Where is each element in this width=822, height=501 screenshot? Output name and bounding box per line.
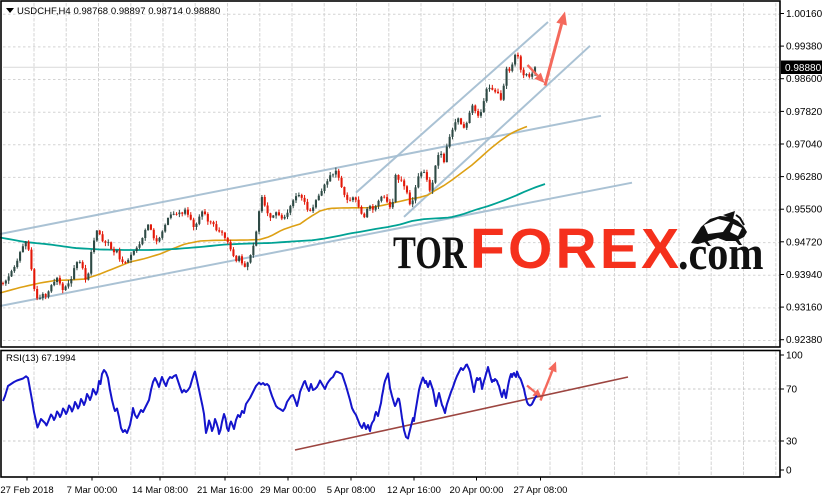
svg-text:100: 100 <box>786 351 803 362</box>
svg-text:0.99380: 0.99380 <box>786 42 822 53</box>
svg-text:0.98880: 0.98880 <box>785 63 822 74</box>
svg-text:27 Apr 08:00: 27 Apr 08:00 <box>514 485 568 496</box>
svg-text:1.00160: 1.00160 <box>786 9 822 20</box>
svg-text:USDCHF,H4 0.98768 0.98897 0.9: USDCHF,H4 0.98768 0.98897 0.98714 0.9888… <box>17 6 220 17</box>
svg-text:70: 70 <box>786 385 798 396</box>
svg-text:0.96280: 0.96280 <box>786 172 822 183</box>
svg-text:7 Mar 00:00: 7 Mar 00:00 <box>67 485 118 496</box>
svg-text:0.93160: 0.93160 <box>786 303 822 314</box>
svg-text:27 Feb 2018: 27 Feb 2018 <box>0 485 53 496</box>
svg-text:0.97040: 0.97040 <box>786 140 822 151</box>
svg-text:0.93940: 0.93940 <box>786 270 822 281</box>
svg-text:0.97820: 0.97820 <box>786 107 822 118</box>
svg-text:12 Apr 16:00: 12 Apr 16:00 <box>387 485 441 496</box>
svg-text:20 Apr 00:00: 20 Apr 00:00 <box>450 485 504 496</box>
svg-text:14 Mar 08:00: 14 Mar 08:00 <box>132 485 188 496</box>
svg-text:0.98600: 0.98600 <box>786 74 822 85</box>
svg-text:0.94720: 0.94720 <box>786 237 822 248</box>
svg-text:30: 30 <box>786 437 798 448</box>
svg-text:5 Apr 08:00: 5 Apr 08:00 <box>327 485 376 496</box>
svg-text:0: 0 <box>786 466 792 477</box>
svg-text:FOREX: FOREX <box>470 217 682 281</box>
svg-text:0.92380: 0.92380 <box>786 335 822 346</box>
svg-text:RSI(13) 67.1994: RSI(13) 67.1994 <box>6 353 76 364</box>
svg-text:0.95500: 0.95500 <box>786 205 822 216</box>
svg-text:29 Mar 00:00: 29 Mar 00:00 <box>260 485 316 496</box>
svg-text:TOR: TOR <box>393 226 468 279</box>
svg-text:21 Mar 16:00: 21 Mar 16:00 <box>197 485 253 496</box>
